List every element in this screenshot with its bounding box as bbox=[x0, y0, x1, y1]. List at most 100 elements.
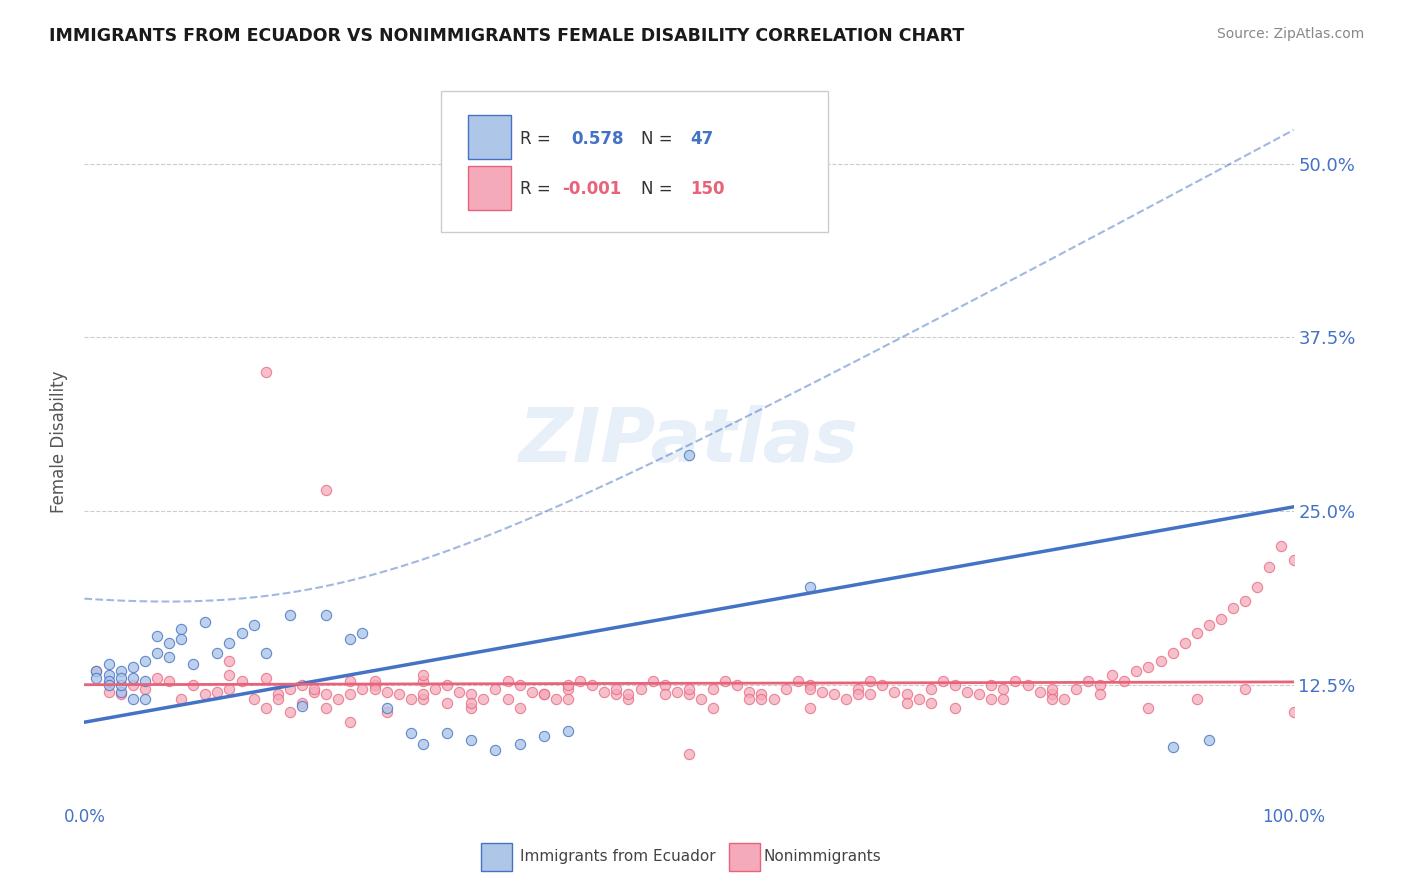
Point bbox=[134, 681, 156, 696]
Point bbox=[157, 673, 180, 688]
Point bbox=[170, 622, 193, 636]
Point bbox=[1125, 664, 1147, 678]
Point bbox=[231, 626, 253, 640]
Text: N =: N = bbox=[641, 180, 678, 198]
Point bbox=[472, 691, 495, 706]
Point bbox=[1222, 601, 1244, 615]
Point bbox=[533, 687, 555, 701]
FancyBboxPatch shape bbox=[468, 115, 512, 159]
Point bbox=[605, 681, 627, 696]
Text: Source: ZipAtlas.com: Source: ZipAtlas.com bbox=[1216, 27, 1364, 41]
Point bbox=[97, 673, 120, 688]
Point bbox=[762, 691, 785, 706]
Point bbox=[121, 671, 143, 685]
Point bbox=[811, 684, 834, 698]
Text: ZIPatlas: ZIPatlas bbox=[519, 405, 859, 478]
Point bbox=[110, 684, 132, 698]
Point bbox=[110, 678, 132, 692]
Point bbox=[557, 723, 579, 738]
Point bbox=[617, 691, 640, 706]
Point bbox=[544, 691, 567, 706]
Point bbox=[86, 664, 108, 678]
Point bbox=[1077, 673, 1099, 688]
Point bbox=[1040, 691, 1063, 706]
Point bbox=[702, 681, 724, 696]
Point bbox=[896, 687, 918, 701]
Point bbox=[375, 701, 398, 715]
Point bbox=[97, 657, 120, 671]
Point bbox=[846, 681, 869, 696]
Point bbox=[630, 681, 652, 696]
Point bbox=[484, 681, 506, 696]
Point bbox=[157, 649, 180, 664]
Point bbox=[375, 684, 398, 698]
Point bbox=[86, 664, 108, 678]
Point bbox=[1246, 581, 1268, 595]
Point bbox=[121, 659, 143, 673]
Point bbox=[146, 671, 169, 685]
Point bbox=[423, 681, 446, 696]
Point bbox=[363, 673, 385, 688]
Point bbox=[1088, 687, 1111, 701]
Point bbox=[993, 691, 1015, 706]
Point bbox=[254, 646, 277, 660]
Text: Immigrants from Ecuador: Immigrants from Ecuador bbox=[520, 849, 716, 864]
Point bbox=[460, 701, 482, 715]
Point bbox=[315, 687, 337, 701]
Point bbox=[97, 684, 120, 698]
Point bbox=[267, 687, 290, 701]
Point bbox=[605, 687, 627, 701]
Point bbox=[496, 673, 519, 688]
Point bbox=[1101, 668, 1123, 682]
Point bbox=[460, 687, 482, 701]
FancyBboxPatch shape bbox=[728, 843, 761, 871]
Point bbox=[1174, 636, 1197, 650]
Point bbox=[725, 678, 748, 692]
Text: R =: R = bbox=[520, 180, 555, 198]
Point bbox=[654, 678, 676, 692]
Point bbox=[678, 449, 700, 463]
Point bbox=[134, 673, 156, 688]
Point bbox=[157, 636, 180, 650]
Point bbox=[278, 608, 301, 623]
Point bbox=[1137, 659, 1160, 673]
Point bbox=[1282, 552, 1305, 566]
Point bbox=[399, 726, 422, 740]
Point bbox=[388, 687, 411, 701]
Point bbox=[907, 691, 929, 706]
Point bbox=[823, 687, 845, 701]
Point bbox=[315, 701, 337, 715]
Point bbox=[436, 678, 458, 692]
Point bbox=[943, 678, 966, 692]
Point bbox=[363, 678, 385, 692]
Point bbox=[399, 691, 422, 706]
Point bbox=[460, 696, 482, 710]
Point bbox=[496, 691, 519, 706]
Point bbox=[146, 646, 169, 660]
Point bbox=[1137, 701, 1160, 715]
Point bbox=[967, 687, 990, 701]
Point bbox=[557, 691, 579, 706]
Point bbox=[134, 691, 156, 706]
Point bbox=[254, 365, 277, 379]
Point bbox=[97, 668, 120, 682]
Point bbox=[896, 696, 918, 710]
Text: 47: 47 bbox=[690, 130, 713, 148]
Point bbox=[980, 691, 1002, 706]
Point bbox=[110, 687, 132, 701]
Point bbox=[242, 691, 264, 706]
Point bbox=[291, 698, 314, 713]
Point bbox=[883, 684, 905, 698]
Text: IMMIGRANTS FROM ECUADOR VS NONIMMIGRANTS FEMALE DISABILITY CORRELATION CHART: IMMIGRANTS FROM ECUADOR VS NONIMMIGRANTS… bbox=[49, 27, 965, 45]
Point bbox=[956, 684, 979, 698]
Point bbox=[1017, 678, 1039, 692]
Point bbox=[1198, 733, 1220, 747]
Point bbox=[1149, 654, 1171, 668]
Point bbox=[352, 626, 374, 640]
Point bbox=[121, 691, 143, 706]
Point bbox=[993, 681, 1015, 696]
Point bbox=[1161, 740, 1184, 755]
Point bbox=[207, 684, 229, 698]
Point bbox=[1028, 684, 1050, 698]
Point bbox=[86, 671, 108, 685]
